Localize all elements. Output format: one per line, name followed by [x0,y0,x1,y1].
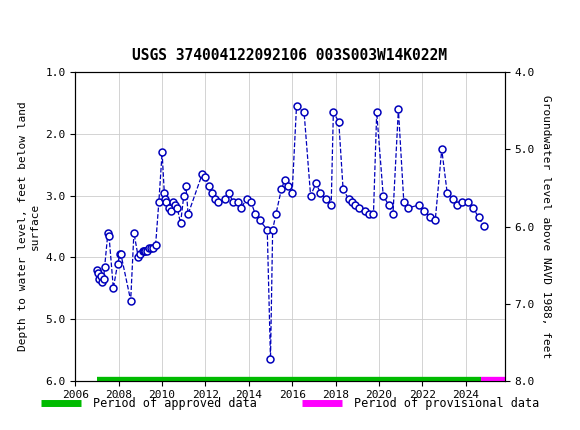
Text: USGS 374004122092106 003S003W14K022M: USGS 374004122092106 003S003W14K022M [132,49,448,64]
Y-axis label: Depth to water level, feet below land
surface: Depth to water level, feet below land su… [19,101,40,351]
Text: Period of approved data: Period of approved data [93,396,257,409]
Text: Period of provisional data: Period of provisional data [354,396,539,409]
Y-axis label: Groundwater level above NAVD 1988, feet: Groundwater level above NAVD 1988, feet [541,95,551,358]
Text: ▒USGS: ▒USGS [10,9,65,30]
